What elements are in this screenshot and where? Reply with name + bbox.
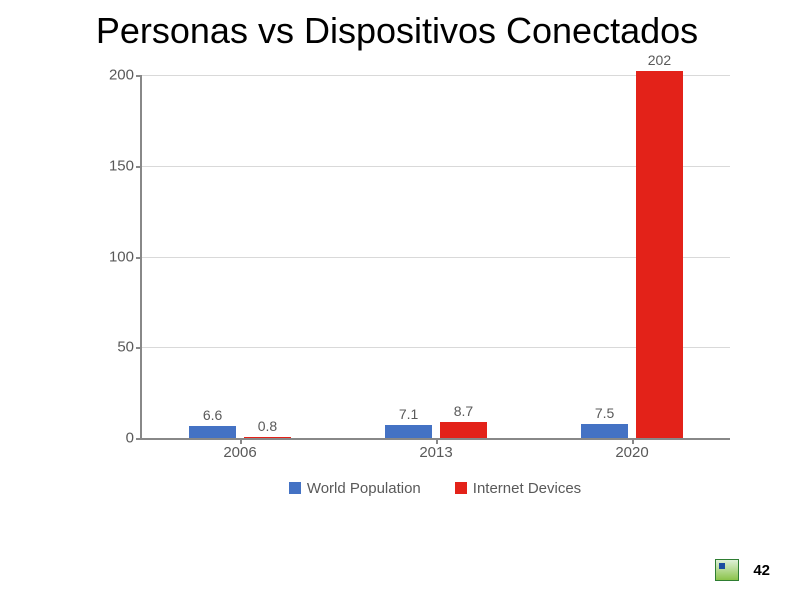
bar-value-label: 7.1 bbox=[399, 406, 418, 425]
legend-swatch bbox=[289, 482, 301, 494]
bar-value-label: 202 bbox=[648, 52, 671, 71]
ytick-label: 200 bbox=[109, 67, 142, 84]
bar: 7.5 bbox=[581, 424, 628, 438]
bar-value-label: 6.6 bbox=[203, 407, 222, 426]
bar-value-label: 7.5 bbox=[595, 405, 614, 424]
logo-icon bbox=[715, 559, 739, 581]
ytick-label: 100 bbox=[109, 248, 142, 265]
page-title: Personas vs Dispositivos Conectados bbox=[0, 10, 794, 52]
xtick-label: 2020 bbox=[615, 438, 648, 461]
legend-item: Internet Devices bbox=[455, 480, 581, 497]
bar-value-label: 8.7 bbox=[454, 403, 473, 422]
ytick-label: 50 bbox=[117, 339, 142, 356]
legend-label: Internet Devices bbox=[473, 480, 581, 497]
footer: 42 bbox=[715, 559, 770, 581]
ytick-label: 0 bbox=[126, 430, 142, 447]
ytick-label: 150 bbox=[109, 157, 142, 174]
chart-legend: World Population Internet Devices bbox=[140, 476, 730, 500]
bar: 0.8 bbox=[244, 437, 291, 438]
xtick-label: 2006 bbox=[223, 438, 256, 461]
legend-item: World Population bbox=[289, 480, 421, 497]
chart-plot: 05010015020020066.60.820137.18.720207.52… bbox=[140, 75, 730, 440]
legend-swatch bbox=[455, 482, 467, 494]
slide: Personas vs Dispositivos Conectados 0 50 1… bbox=[0, 0, 794, 595]
xtick-label: 2013 bbox=[419, 438, 452, 461]
bar: 202 bbox=[636, 71, 683, 438]
page-number: 42 bbox=[753, 562, 770, 579]
bar: 7.1 bbox=[385, 425, 432, 438]
bar: 8.7 bbox=[440, 422, 487, 438]
bar: 6.6 bbox=[189, 426, 236, 438]
legend-label: World Population bbox=[307, 480, 421, 497]
bar-value-label: 0.8 bbox=[258, 418, 277, 437]
chart: 05010015020020066.60.820137.18.720207.52… bbox=[90, 75, 730, 500]
